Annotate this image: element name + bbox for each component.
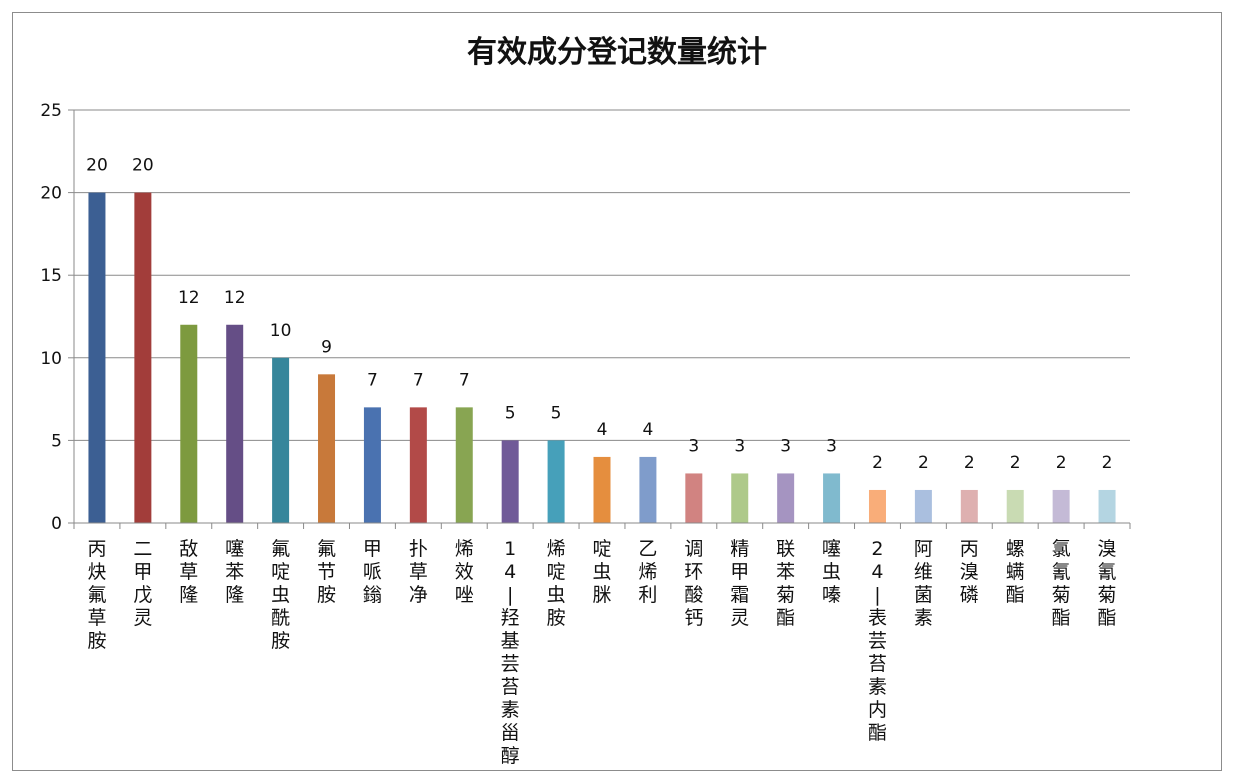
x-tick-label: 烯啶虫胺 bbox=[547, 538, 566, 629]
bar bbox=[868, 489, 886, 523]
data-label: 5 bbox=[505, 403, 516, 423]
y-tick-label: 5 bbox=[51, 431, 62, 451]
bar bbox=[547, 440, 565, 523]
x-tick-label: 乙烯利 bbox=[638, 538, 657, 606]
x-tick-label: 扑草净 bbox=[409, 538, 428, 606]
bar bbox=[731, 473, 749, 523]
data-label: 3 bbox=[734, 436, 745, 456]
bar bbox=[88, 192, 106, 523]
x-tick-label: 联苯菊酯 bbox=[776, 538, 795, 629]
x-tick-label: 1 4 |羟基芸苔素甾醇 bbox=[501, 538, 520, 767]
y-tick-label: 25 bbox=[40, 101, 62, 121]
data-label: 12 bbox=[224, 288, 246, 308]
bar bbox=[226, 324, 244, 523]
data-label: 2 bbox=[1102, 453, 1113, 473]
bar bbox=[501, 440, 519, 523]
x-tick-label: 精甲霜灵 bbox=[730, 538, 749, 629]
data-label: 2 bbox=[918, 453, 929, 473]
x-tick-label: 阿维菌素 bbox=[914, 538, 933, 629]
bar bbox=[363, 407, 381, 523]
bar bbox=[1098, 489, 1116, 523]
data-label: 7 bbox=[413, 370, 424, 390]
data-label: 2 bbox=[1010, 453, 1021, 473]
x-tick-label: 调环酸钙 bbox=[684, 538, 703, 629]
x-tick-label: 丙炔氟草胺 bbox=[87, 538, 106, 652]
bar bbox=[1052, 489, 1070, 523]
y-tick-label: 0 bbox=[51, 514, 62, 534]
bar bbox=[685, 473, 703, 523]
data-labels: 20 20 12 12 10 9 7 7 7 5 5 4 4 3 3 3 3 2 2 2 2 2 2 bbox=[86, 156, 1112, 473]
data-label: 3 bbox=[826, 436, 837, 456]
data-label: 10 bbox=[270, 321, 292, 341]
x-tick-label: 螺螨酯 bbox=[1006, 538, 1025, 606]
data-label: 7 bbox=[459, 370, 470, 390]
y-tick-label: 15 bbox=[40, 266, 62, 286]
data-label: 20 bbox=[132, 156, 154, 176]
x-tick-label: 噻虫嗪 bbox=[822, 538, 841, 606]
data-label: 9 bbox=[321, 337, 332, 357]
x-tick-label: 二甲戊灵 bbox=[133, 538, 152, 629]
y-tick-label: 10 bbox=[40, 349, 62, 369]
bar bbox=[823, 473, 841, 523]
x-tick-label: 溴氰菊酯 bbox=[1098, 538, 1117, 629]
gridlines bbox=[74, 109, 1130, 441]
data-label: 4 bbox=[597, 420, 608, 440]
bar bbox=[134, 192, 152, 523]
bar bbox=[455, 407, 473, 523]
x-tick-label: 氯氰菊酯 bbox=[1052, 538, 1071, 629]
x-tick-label: 烯效唑 bbox=[455, 538, 474, 606]
bar bbox=[180, 324, 198, 523]
x-tick-label: 2 4 |表芸苔素内酯 bbox=[868, 538, 887, 744]
x-tick-label: 甲哌鎓 bbox=[363, 538, 382, 606]
bar bbox=[318, 374, 336, 523]
x-tick-label: 氟啶虫酰胺 bbox=[271, 538, 290, 652]
x-tick-label: 敌草隆 bbox=[179, 538, 198, 606]
y-tick-label: 20 bbox=[40, 184, 62, 204]
x-tick-label: 啶虫脒 bbox=[592, 538, 611, 606]
chart-frame bbox=[12, 12, 1222, 771]
data-label: 4 bbox=[642, 420, 653, 440]
data-label: 12 bbox=[178, 288, 200, 308]
data-label: 2 bbox=[1056, 453, 1067, 473]
chart-title: 有效成分登记数量统计 bbox=[467, 35, 767, 70]
data-label: 3 bbox=[688, 436, 699, 456]
bars bbox=[88, 192, 1116, 523]
x-tick-label: 噻苯隆 bbox=[225, 538, 244, 606]
bar bbox=[914, 489, 932, 523]
bar bbox=[639, 456, 657, 523]
bar bbox=[593, 456, 611, 523]
data-label: 20 bbox=[86, 156, 108, 176]
x-tick-label: 氟节胺 bbox=[317, 538, 336, 606]
y-axis: 0 5 10 15 20 25 bbox=[40, 101, 75, 534]
data-label: 2 bbox=[964, 453, 975, 473]
data-label: 2 bbox=[872, 453, 883, 473]
bar bbox=[960, 489, 978, 523]
x-tick-label: 丙溴磷 bbox=[960, 538, 979, 606]
data-label: 5 bbox=[551, 403, 562, 423]
x-axis: 丙炔氟草胺 二甲戊灵 敌草隆 噻苯隆 氟啶虫酰胺 氟节胺 甲哌鎓 扑草净 烯效唑 1 4 |羟基芸苔素… bbox=[73, 522, 1131, 767]
data-label: 7 bbox=[367, 370, 378, 390]
data-label: 3 bbox=[780, 436, 791, 456]
bar bbox=[409, 407, 427, 523]
bar bbox=[272, 357, 290, 523]
bar bbox=[777, 473, 795, 523]
bar bbox=[1006, 489, 1024, 523]
